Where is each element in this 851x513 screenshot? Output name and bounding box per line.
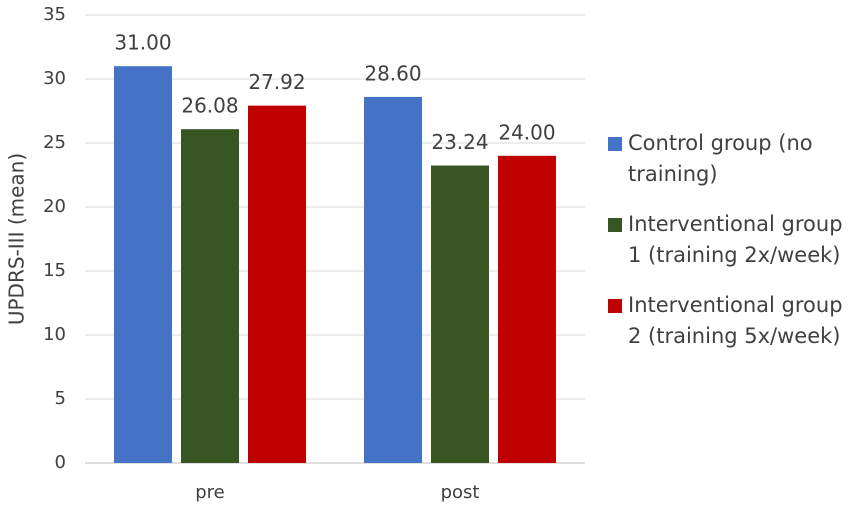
legend-item: Control group (no training) bbox=[608, 128, 848, 190]
legend-item: Interventional group 1 (training 2x/week… bbox=[608, 209, 848, 271]
value-label: 27.92 bbox=[248, 70, 305, 94]
bar bbox=[431, 165, 489, 463]
legend-label: Interventional group 2 (training 5x/week… bbox=[628, 293, 843, 348]
value-label: 26.08 bbox=[181, 94, 238, 118]
legend-swatch bbox=[608, 218, 622, 232]
x-tick-label: pre bbox=[195, 482, 225, 503]
legend-label: Control group (no training) bbox=[628, 131, 813, 186]
legend-swatch bbox=[608, 137, 622, 151]
value-label: 23.24 bbox=[431, 130, 488, 154]
y-tick-label: 35 bbox=[43, 4, 66, 25]
y-tick-label: 20 bbox=[43, 196, 66, 217]
y-tick-label: 0 bbox=[55, 452, 66, 473]
legend: Control group (no training) Interventiona… bbox=[608, 128, 848, 371]
value-label: 31.00 bbox=[114, 31, 171, 55]
bar bbox=[498, 155, 556, 464]
value-label: 24.00 bbox=[498, 120, 555, 144]
legend-label: Interventional group 1 (training 2x/week… bbox=[628, 212, 843, 267]
bar bbox=[364, 96, 422, 464]
bar bbox=[114, 66, 172, 463]
y-tick-label: 10 bbox=[43, 324, 66, 345]
y-tick-label: 15 bbox=[43, 260, 66, 281]
bar bbox=[248, 105, 306, 464]
y-tick-label: 25 bbox=[43, 132, 66, 153]
y-tick-label: 5 bbox=[55, 388, 66, 409]
bar bbox=[181, 129, 239, 463]
y-axis-label: UPDRS-III (mean) bbox=[5, 153, 29, 325]
legend-swatch bbox=[608, 299, 622, 313]
value-label: 28.60 bbox=[364, 61, 421, 85]
x-tick-label: post bbox=[441, 482, 480, 503]
legend-item: Interventional group 2 (training 5x/week… bbox=[608, 290, 848, 352]
y-tick-label: 30 bbox=[43, 68, 66, 89]
